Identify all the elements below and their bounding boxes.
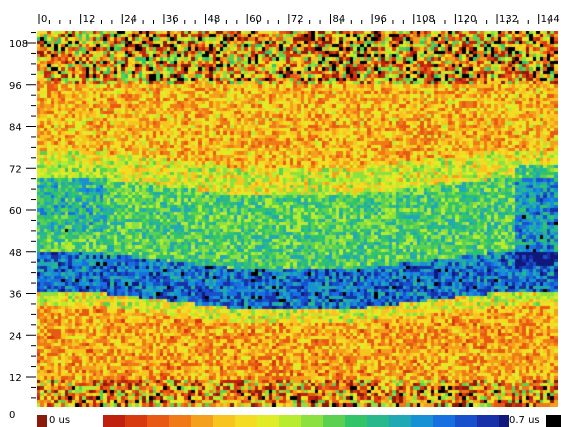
left-ruler: 108 96 84 72 60 48 36 24 12 (9, 32, 36, 399)
scale-swatch (235, 415, 257, 427)
y-tick-label: 108 (9, 39, 28, 50)
x-tick-label: 0 (41, 14, 47, 25)
scale-swatch (345, 415, 367, 427)
scale-swatch (125, 415, 147, 427)
scale-swatch (191, 415, 213, 427)
x-tick-label: 72 (291, 14, 304, 25)
y-tick-label: 12 (9, 373, 22, 384)
scale-swatch (389, 415, 411, 427)
scale-swatch (37, 415, 47, 427)
y-tick-label: 48 (9, 248, 22, 259)
scale-swatch (301, 415, 323, 427)
scale-swatch (169, 415, 191, 427)
scale-swatch (477, 415, 499, 427)
scale-swatch (213, 415, 235, 427)
scale-max-label: 0.7 us (509, 415, 540, 427)
y-tick-label: 36 (9, 290, 22, 301)
scale-swatch (147, 415, 169, 427)
x-tick-label: 24 (124, 14, 137, 25)
x-tick-label: 120 (457, 14, 476, 25)
y-tick-label: 24 (9, 331, 22, 342)
heatmap-canvas[interactable] (37, 31, 558, 407)
scale-swatch (367, 415, 389, 427)
scale-swatch (257, 415, 279, 427)
scale-swatch (546, 415, 561, 427)
y-tick-label: 60 (9, 206, 22, 217)
x-tick-label: 48 (208, 14, 221, 25)
y-tick-label: 96 (9, 81, 22, 92)
heatmap-area[interactable] (37, 31, 558, 407)
y-tick-label: 84 (9, 123, 22, 134)
top-ruler: 0 12 24 36 48 60 72 84 96 108 120 132 144 (38, 14, 560, 25)
x-tick-label: 108 (416, 14, 435, 25)
x-tick-label: 96 (374, 14, 387, 25)
scale-min-label: 0 us (49, 415, 71, 427)
scale-swatch (433, 415, 455, 427)
x-tick-label: 12 (83, 14, 96, 25)
scale-swatch (279, 415, 301, 427)
color-scale-bar: 0 us 0.7 us (37, 415, 561, 427)
x-tick-label: 36 (166, 14, 179, 25)
scale-swatch (103, 415, 125, 427)
y-tick-origin-label: 0 (9, 410, 16, 421)
scale-swatch (323, 415, 345, 427)
scale-swatch (455, 415, 477, 427)
x-tick-label: 60 (249, 14, 262, 25)
x-tick-label: 84 (332, 14, 345, 25)
x-tick-label: 132 (499, 14, 518, 25)
x-tick-label: 144 (541, 14, 560, 25)
y-tick-label: 72 (9, 164, 22, 175)
scale-swatch (411, 415, 433, 427)
